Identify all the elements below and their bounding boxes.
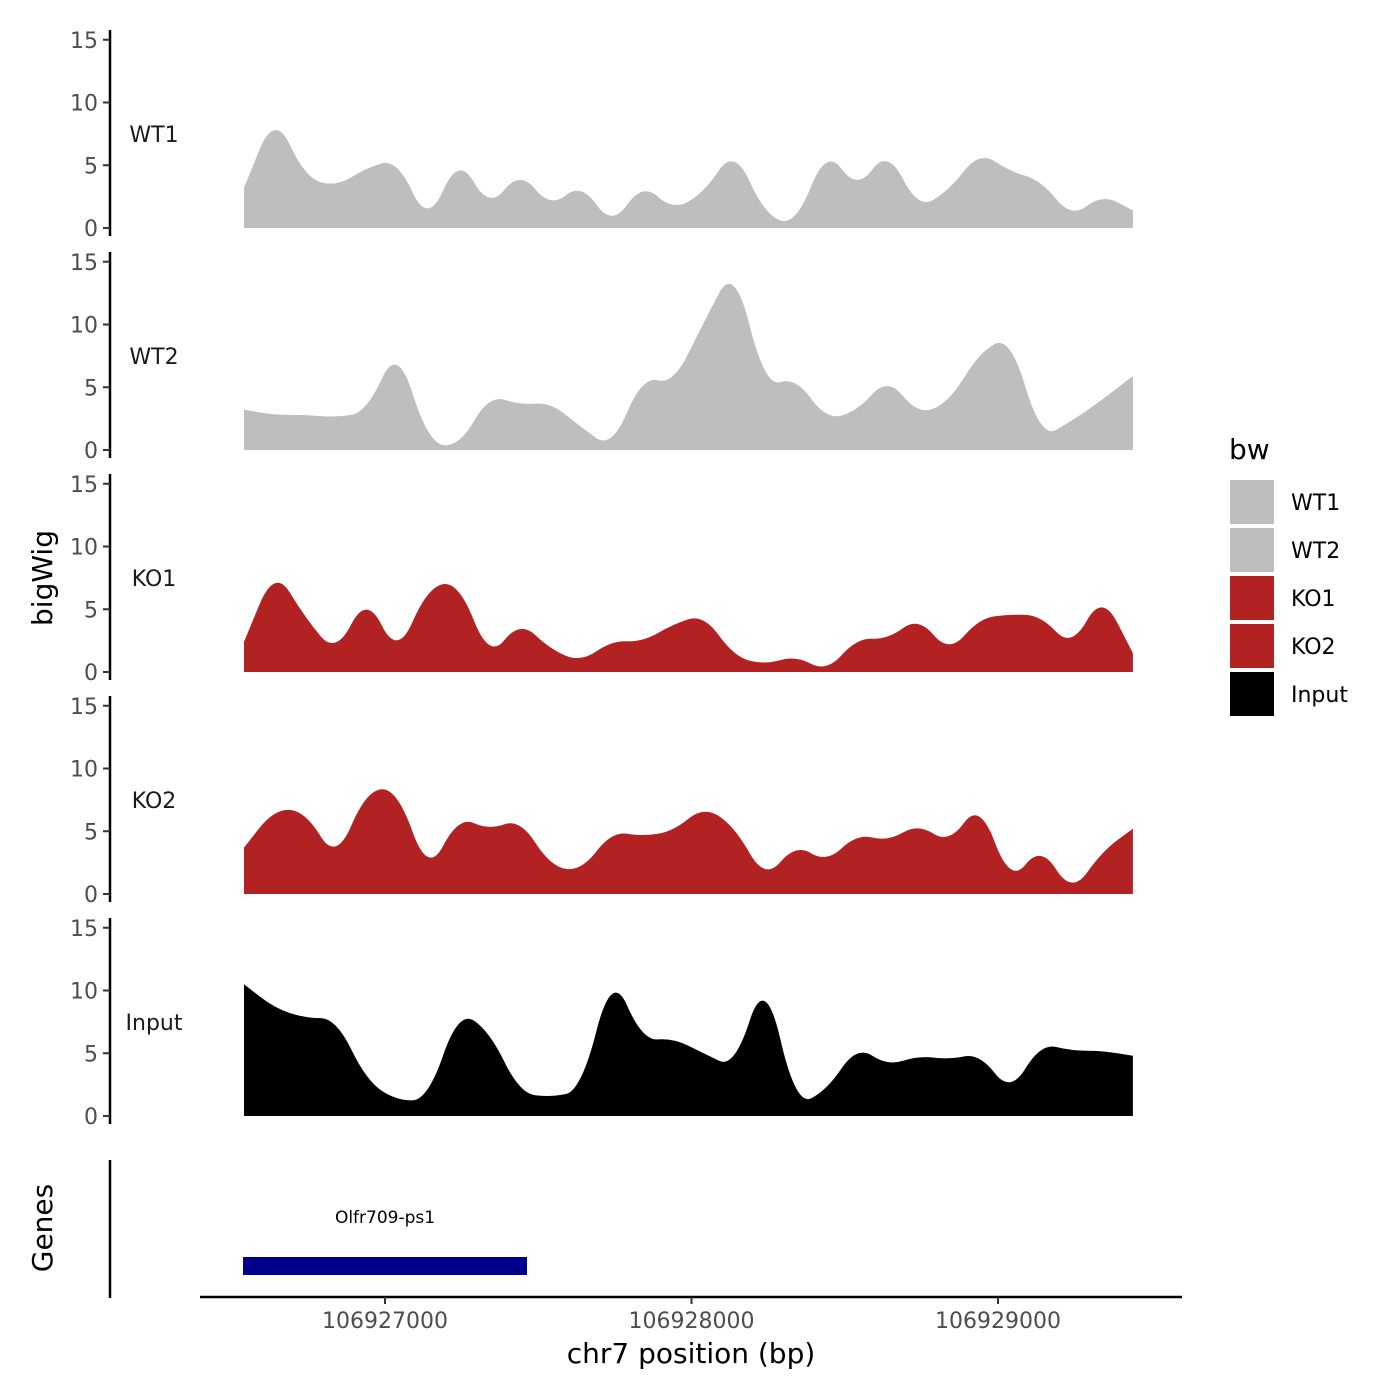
legend-title: bw	[1229, 433, 1270, 466]
y-tick-label-input-10: 10	[70, 980, 98, 1005]
y-tick-label-input-5: 5	[84, 1042, 98, 1067]
y-tick-label-input-15: 15	[70, 917, 98, 942]
area-input	[244, 984, 1133, 1116]
y-tick-label-wt1-0: 0	[84, 217, 98, 242]
genes-axis-title: Genes	[26, 1184, 59, 1272]
legend-label-wt2: WT2	[1291, 539, 1340, 564]
y-tick-label-ko1-15: 15	[70, 473, 98, 498]
track-label-input: Input	[126, 1011, 183, 1036]
y-tick-label-ko1-5: 5	[84, 598, 98, 623]
y-axis-title: bigWig	[26, 530, 59, 626]
y-tick-label-input-0: 0	[84, 1105, 98, 1130]
x-tick-label-106929000: 106929000	[935, 1309, 1061, 1334]
y-tick-label-ko2-10: 10	[70, 758, 98, 783]
area-ko2	[244, 789, 1133, 894]
y-tick-label-ko2-5: 5	[84, 820, 98, 845]
legend-swatch-wt1	[1230, 480, 1274, 524]
y-tick-label-wt2-10: 10	[70, 314, 98, 339]
area-wt1	[244, 130, 1133, 228]
legend-swatch-input	[1230, 672, 1274, 716]
legend-swatch-ko2	[1230, 624, 1274, 668]
gene-label-olfr709-ps1: Olfr709-ps1	[335, 1208, 435, 1228]
x-axis-title: chr7 position (bp)	[567, 1337, 816, 1370]
legend-label-wt1: WT1	[1291, 491, 1340, 516]
y-tick-label-wt1-5: 5	[84, 154, 98, 179]
y-tick-label-wt2-15: 15	[70, 251, 98, 276]
track-label-wt1: WT1	[129, 123, 178, 148]
y-tick-label-wt2-5: 5	[84, 376, 98, 401]
track-label-ko2: KO2	[132, 789, 177, 814]
y-tick-label-ko2-15: 15	[70, 695, 98, 720]
gene-bar-olfr709-ps1	[243, 1257, 527, 1275]
y-tick-label-ko1-0: 0	[84, 661, 98, 686]
y-tick-label-wt1-15: 15	[70, 29, 98, 54]
y-tick-label-wt1-10: 10	[70, 92, 98, 117]
legend-swatch-wt2	[1230, 528, 1274, 572]
legend-label-ko1: KO1	[1291, 587, 1336, 612]
y-tick-label-ko2-0: 0	[84, 883, 98, 908]
y-tick-label-wt2-0: 0	[84, 439, 98, 464]
legend-label-ko2: KO2	[1291, 635, 1336, 660]
legend-label-input: Input	[1291, 683, 1348, 708]
area-ko1	[244, 582, 1133, 672]
x-tick-label-106927000: 106927000	[322, 1309, 448, 1334]
x-tick-label-106928000: 106928000	[629, 1309, 755, 1334]
y-tick-label-ko1-10: 10	[70, 536, 98, 561]
area-wt2	[244, 283, 1133, 450]
track-label-ko1: KO1	[132, 567, 177, 592]
track-label-wt2: WT2	[129, 345, 178, 370]
legend-swatch-ko1	[1230, 576, 1274, 620]
